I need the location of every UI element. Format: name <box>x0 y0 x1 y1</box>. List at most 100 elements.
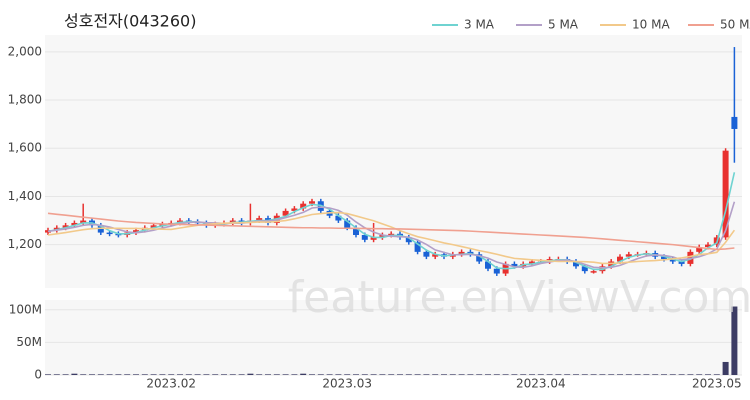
candle-body <box>458 251 465 255</box>
volume-bar <box>581 374 588 375</box>
volume-bar <box>722 361 729 375</box>
y-tick-label: 0 <box>34 368 42 382</box>
chart-title: 성호전자(043260) <box>64 12 196 31</box>
candle-body <box>344 220 351 228</box>
volume-bar <box>53 374 60 375</box>
candle-body <box>590 271 597 273</box>
y-tick-label: 2,000 <box>8 44 42 58</box>
volume-bar <box>617 374 623 375</box>
volume-bar <box>493 374 500 375</box>
volume-bar <box>141 374 148 375</box>
candle-body <box>432 254 439 257</box>
legend-label: 50 MA <box>720 18 750 32</box>
volume-bar <box>661 374 667 375</box>
candle-body <box>335 215 342 221</box>
volume-bar <box>317 374 324 375</box>
legend-label: 3 MA <box>464 18 495 32</box>
candle-body <box>625 254 632 257</box>
candle-body <box>256 218 263 221</box>
candle-body <box>150 225 157 228</box>
volume-bar <box>476 374 483 375</box>
candle-body <box>529 261 535 264</box>
volume-bar <box>634 374 641 375</box>
y-tick-label: 50M <box>16 335 42 349</box>
y-tick-label: 100M <box>9 302 42 316</box>
price-pane <box>45 35 742 288</box>
volume-bar <box>397 374 403 375</box>
volume-bar <box>705 374 711 375</box>
volume-bar <box>379 374 386 375</box>
candle-body <box>678 261 685 264</box>
volume-bar <box>300 373 307 375</box>
volume-bar <box>441 374 447 375</box>
volume-bar <box>282 374 289 375</box>
volume-bar <box>687 374 694 375</box>
volume-bar <box>625 374 632 375</box>
candle-body <box>282 210 289 216</box>
volume-bar <box>573 374 579 375</box>
volume-bar <box>273 374 280 375</box>
volume-bar <box>133 374 139 375</box>
candle-body <box>370 237 377 240</box>
candle-body <box>511 263 518 267</box>
volume-bar <box>159 374 166 375</box>
volume-bar <box>45 374 51 375</box>
candle-body <box>661 256 667 260</box>
volume-bar <box>194 374 201 375</box>
volume-bar <box>564 374 571 375</box>
candle-body <box>405 237 412 243</box>
volume-bar <box>678 374 685 375</box>
x-tick-label: 2023.02 <box>146 377 196 391</box>
volume-bar <box>555 374 562 375</box>
y-tick-label: 1,200 <box>8 237 42 251</box>
ma-line <box>47 211 736 265</box>
volume-bar <box>731 306 738 375</box>
watermark: feature.enViewV.com <box>288 272 750 323</box>
candle-body <box>581 266 588 272</box>
volume-bar <box>168 374 175 375</box>
volume-bar <box>229 374 236 375</box>
x-tick-label: 2023.03 <box>322 377 372 391</box>
candle-body <box>493 268 500 274</box>
volume-bar <box>370 374 377 375</box>
ma-line <box>47 201 736 269</box>
volume-bar <box>599 374 606 375</box>
volume-bar <box>221 374 227 375</box>
legend-label: 10 MA <box>632 18 670 32</box>
volume-bar <box>344 374 351 375</box>
volume-bar <box>265 374 271 375</box>
volume-bar <box>520 374 527 375</box>
candle-body <box>414 242 421 252</box>
volume-bar <box>423 374 430 375</box>
volume-bar <box>414 374 421 375</box>
candle-body <box>485 261 491 269</box>
volume-bar <box>652 374 659 375</box>
volume-bar <box>177 374 183 375</box>
volume-bar <box>106 374 113 375</box>
y-tick-label: 1,800 <box>8 93 42 107</box>
volume-bar <box>529 374 535 375</box>
volume-bar <box>449 374 456 375</box>
volume-bar <box>89 374 95 375</box>
volume-bar <box>335 374 342 375</box>
volume-bar <box>669 374 676 375</box>
volume-bar <box>80 374 87 375</box>
candle-body <box>80 220 87 223</box>
candle-body <box>106 232 113 235</box>
volume-bar <box>309 374 315 375</box>
candle-body <box>669 259 676 262</box>
candle-body <box>353 227 359 235</box>
candle-body <box>476 254 483 262</box>
volume-bar <box>238 374 245 375</box>
candle-body <box>388 233 395 236</box>
volume-bar <box>696 374 703 375</box>
candle-body <box>133 230 139 233</box>
candle-body <box>705 244 711 248</box>
volume-bar <box>511 374 518 375</box>
volume-bar <box>590 374 597 375</box>
candle-body <box>731 116 738 129</box>
volume-bar <box>326 374 333 375</box>
y-tick-label: 1,600 <box>8 141 42 155</box>
y-tick-label: 1,400 <box>8 189 42 203</box>
